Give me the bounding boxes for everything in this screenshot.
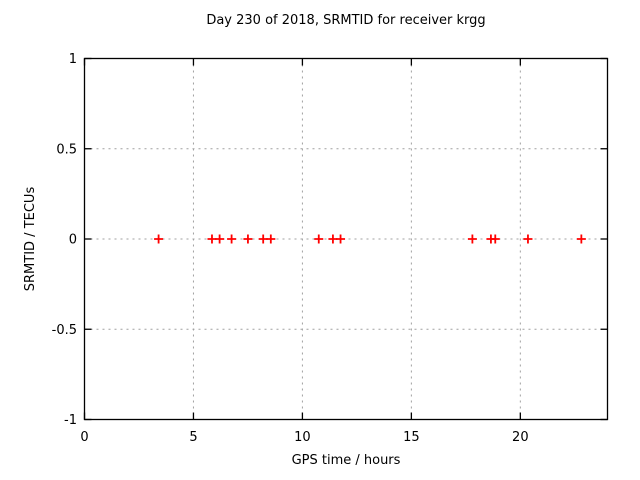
data-point-marker <box>576 234 586 244</box>
x-tick-label: 10 <box>294 430 311 445</box>
data-point-marker <box>258 234 268 244</box>
chart-title: Day 230 of 2018, SRMTID for receiver krg… <box>206 13 486 28</box>
x-tick-label: 20 <box>512 430 529 445</box>
y-tick-label: 0 <box>69 233 77 248</box>
data-point-marker <box>490 234 500 244</box>
data-point-marker <box>314 234 324 244</box>
data-point-marker <box>523 234 533 244</box>
y-tick-label: -0.5 <box>52 323 77 338</box>
y-tick-label: 0.5 <box>56 142 77 157</box>
data-point-marker <box>467 234 477 244</box>
data-point-marker <box>215 234 225 244</box>
plot-border <box>83 57 609 421</box>
x-tick-label: 15 <box>403 430 420 445</box>
data-point-marker <box>336 234 346 244</box>
data-point-marker <box>154 234 164 244</box>
data-point-marker <box>207 234 217 244</box>
x-axis-label: GPS time / hours <box>291 453 401 468</box>
data-point-marker <box>227 234 237 244</box>
data-point-marker <box>266 234 276 244</box>
data-point-marker <box>328 234 338 244</box>
y-tick-label: 1 <box>69 52 77 67</box>
x-tick-label: 0 <box>80 430 88 445</box>
x-tick-label: 5 <box>189 430 197 445</box>
data-point-marker <box>243 234 253 244</box>
y-tick-label: -1 <box>64 413 77 428</box>
